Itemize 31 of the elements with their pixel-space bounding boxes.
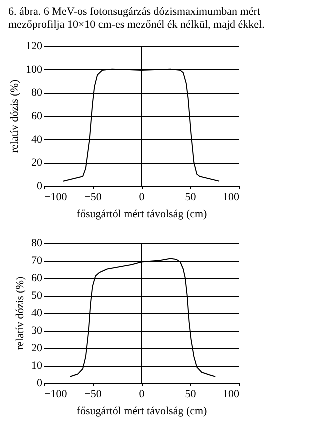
y-tick-label: 10 xyxy=(32,360,43,372)
y-tick-label: 40 xyxy=(32,134,43,146)
y-tick-label: 80 xyxy=(32,87,43,100)
y-tick-label: 100 xyxy=(26,64,43,76)
chart-title: 6. ábra. 6 MeV-os fotonsugárzás dózismaximumban mért mezőprofilja 10×10 cm-es mezőnél ék nélkül, majd ékkel. xyxy=(8,6,266,31)
y-tick-label: 40 xyxy=(32,308,43,320)
x-axis-title: fősugártól mért távolság (cm) xyxy=(76,406,208,418)
x-tick-label: −100 xyxy=(44,192,68,204)
y-axis-title: relatív dózis (%) xyxy=(9,80,21,154)
x-tick-label: 0 xyxy=(139,388,146,400)
x-tick-label: 100 xyxy=(223,388,240,400)
x-tick-label: −50 xyxy=(84,192,102,204)
x-tick-label: −50 xyxy=(84,388,102,400)
y-tick-label: 0 xyxy=(37,180,43,192)
y-tick-label: 80 xyxy=(32,238,43,250)
y-tick-label: 70 xyxy=(32,255,43,267)
y-tick-label: 20 xyxy=(32,157,43,170)
x-tick-label: 100 xyxy=(223,192,240,204)
y-tick-label: 20 xyxy=(32,342,43,354)
y-axis-title: relatív dózis (%) xyxy=(14,276,26,350)
y-tick-label: 60 xyxy=(32,110,43,122)
x-tick-label: 0 xyxy=(139,192,146,204)
x-axis-title: fősugártól mért távolság (cm) xyxy=(76,208,208,220)
y-tick-label: 50 xyxy=(32,290,43,302)
x-tick-label: 50 xyxy=(185,192,197,204)
y-tick-label: 30 xyxy=(32,325,43,337)
y-tick-label: 0 xyxy=(37,378,43,390)
y-tick-label: 60 xyxy=(32,272,43,284)
x-tick-label: 50 xyxy=(185,388,197,400)
y-tick-label: 120 xyxy=(26,40,43,52)
x-tick-label: −100 xyxy=(44,388,68,400)
